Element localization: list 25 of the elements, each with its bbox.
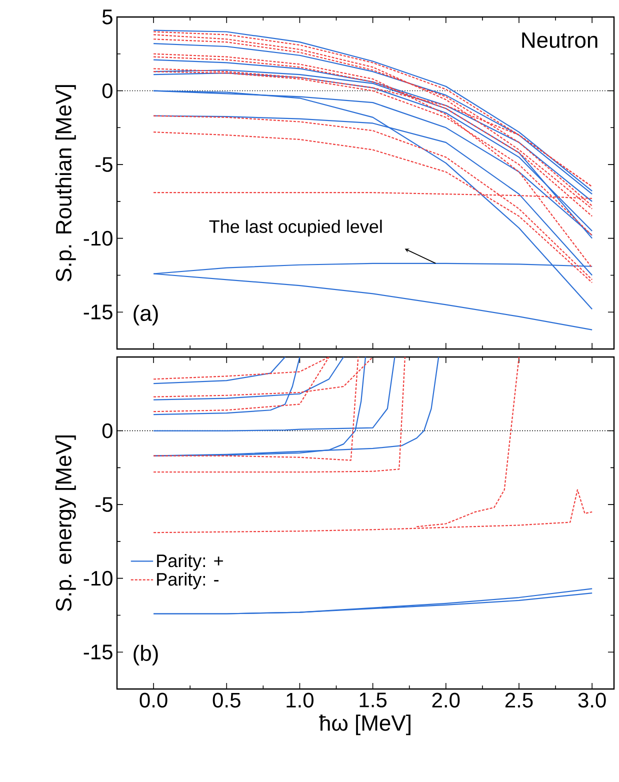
y-tick-label: 0: [102, 423, 112, 438]
annotation: (a): [134, 304, 158, 326]
x-tick-label: 0.5: [212, 692, 240, 708]
y-tick-label: -5: [96, 157, 112, 172]
y-tick-label: 0: [102, 83, 112, 98]
y-tick-label: -15: [84, 644, 112, 660]
y-tick-label: -10: [84, 230, 112, 246]
annotation: The last ocupied level: [209, 220, 382, 237]
y-axis-title: S.p. Routhian [MeV]: [55, 85, 76, 282]
annotation: Neutron: [522, 32, 598, 48]
x-tick-label: 2.5: [505, 692, 533, 708]
x-tick-label: 2.0: [432, 692, 460, 708]
y-tick-label: -15: [84, 304, 112, 320]
legend-label: Parity: -: [157, 572, 218, 590]
annotation: (b): [134, 644, 158, 666]
x-axis-title: ħω [MeV]: [319, 714, 410, 736]
x-tick-label: 3.0: [578, 692, 606, 708]
y-tick-label: -5: [96, 497, 112, 512]
y-tick-label: -10: [84, 570, 112, 586]
x-tick-label: 0.0: [140, 692, 168, 708]
x-tick-label: 1.5: [360, 692, 387, 708]
x-tick-label: 1.0: [286, 692, 314, 708]
y-tick-label: 5: [102, 10, 112, 24]
y-axis-title: S.p. energy [MeV]: [55, 436, 76, 612]
legend-label: Parity: +: [157, 554, 223, 571]
